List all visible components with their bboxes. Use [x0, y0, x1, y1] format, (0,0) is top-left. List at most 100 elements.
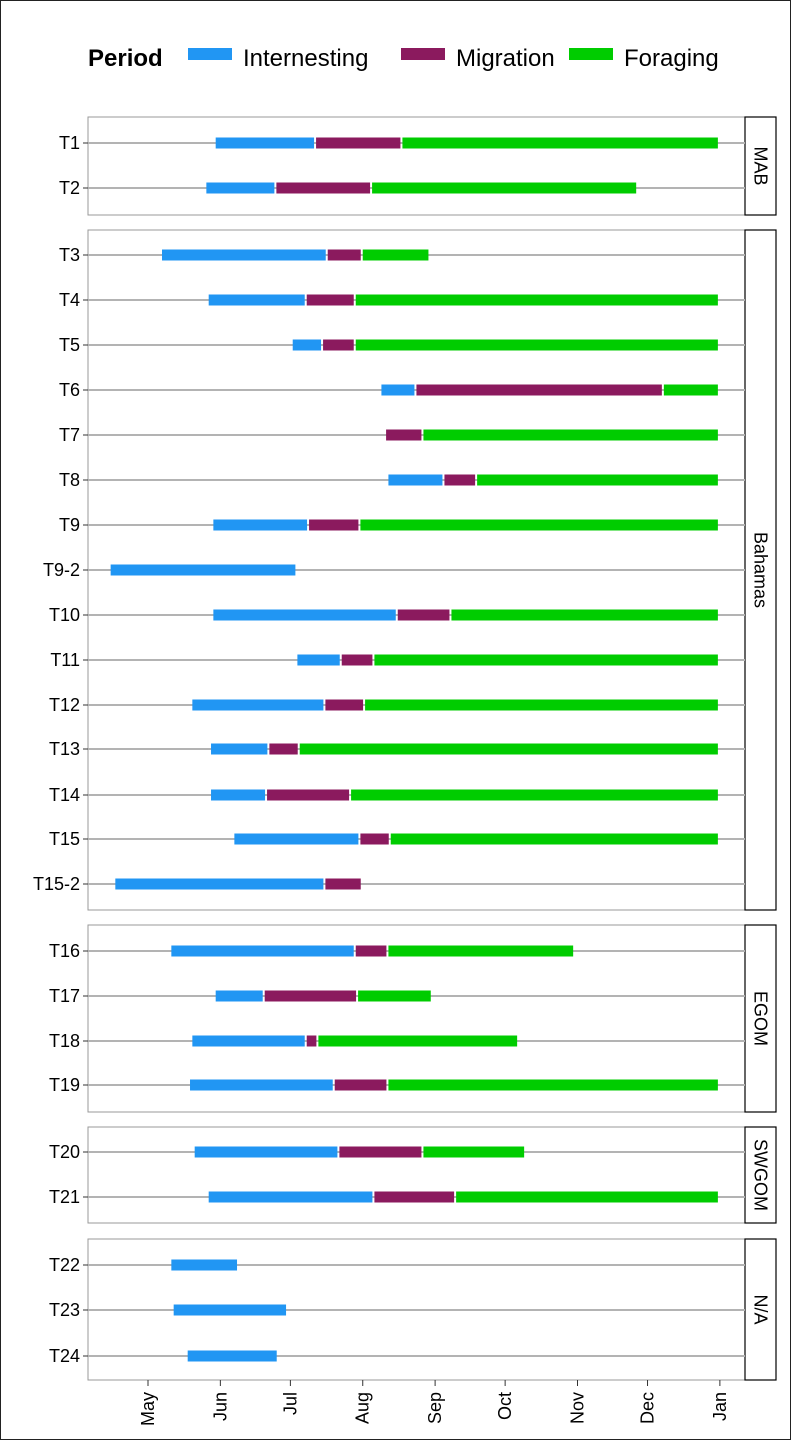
bar-foraging: [355, 294, 718, 306]
bar-foraging: [374, 654, 718, 666]
x-tick-label: Aug: [353, 1392, 373, 1424]
track-t16: T16: [49, 941, 745, 961]
bar-internesting: [213, 519, 308, 531]
facet-bahamas: Bahamas T3 T4 T5 T6 T7 T8 T9 T9-2 T10 T11 T12 T13 T14…: [33, 229, 777, 911]
bar-internesting: [211, 743, 268, 755]
bar-migration: [269, 743, 298, 755]
track-t5: T5: [59, 335, 745, 355]
legend-label-migration: Migration: [456, 45, 555, 72]
bar-migration: [309, 519, 359, 531]
bar-internesting: [110, 564, 296, 576]
legend-key-internesting: [188, 48, 232, 60]
y-tick-label: T19: [49, 1075, 80, 1095]
bar-migration: [306, 294, 354, 306]
bar-internesting: [211, 789, 266, 801]
facet-strip: [744, 924, 777, 1113]
facet-label: EGOM: [751, 991, 771, 1046]
y-tick-label: T4: [59, 290, 80, 310]
track-t3: T3: [59, 245, 745, 265]
y-tick-label: T7: [59, 425, 80, 445]
track-t24: T24: [49, 1346, 745, 1366]
bar-migration: [276, 182, 371, 194]
bar-migration: [325, 699, 364, 711]
y-tick-label: T13: [49, 739, 80, 759]
y-tick-label: T6: [59, 380, 80, 400]
bar-foraging: [390, 833, 718, 845]
bar-internesting: [171, 945, 354, 957]
track-t15-2: T15-2: [33, 874, 745, 894]
bar-internesting: [187, 1350, 277, 1362]
facet-n-a: N/A T22 T23 T24: [49, 1238, 777, 1381]
bar-internesting: [208, 1191, 373, 1203]
track-t18: T18: [49, 1031, 745, 1051]
bar-internesting: [194, 1146, 338, 1158]
bar-migration: [339, 1146, 422, 1158]
y-tick-label: T2: [59, 178, 80, 198]
bar-migration: [374, 1191, 455, 1203]
bar-internesting: [234, 833, 359, 845]
y-tick-label: T16: [49, 941, 80, 961]
facet-panels: MAB T1 T2 Bahamas T3 T4 T5 T6 T7 T8 T9 T9-2 T10 T11 T1…: [33, 116, 777, 1381]
facet-label: MAB: [751, 146, 771, 185]
bar-foraging: [423, 429, 718, 441]
track-t10: T10: [49, 605, 745, 625]
x-tick-label: Jul: [280, 1392, 300, 1415]
track-t13: T13: [49, 739, 745, 759]
x-tick-label: Dec: [638, 1392, 658, 1424]
bar-foraging: [318, 1035, 518, 1047]
track-t20: T20: [49, 1142, 745, 1162]
bar-foraging: [360, 519, 718, 531]
bar-internesting: [388, 474, 443, 486]
track-t21: T21: [49, 1187, 745, 1207]
y-tick-label: T3: [59, 245, 80, 265]
bar-foraging: [362, 249, 429, 261]
x-axis: May Jun Jul Aug Sep Oct Nov Dec Jan: [138, 1380, 730, 1426]
y-tick-label: T17: [49, 986, 80, 1006]
bar-internesting: [206, 182, 275, 194]
y-tick-label: T1: [59, 133, 80, 153]
y-tick-label: T14: [49, 785, 80, 805]
legend-label-foraging: Foraging: [624, 45, 719, 72]
bar-migration: [267, 789, 350, 801]
bar-migration: [325, 878, 361, 890]
x-tick-label: Sep: [425, 1392, 445, 1424]
track-t6: T6: [59, 380, 745, 400]
legend-key-migration: [401, 48, 445, 60]
bar-internesting: [173, 1304, 287, 1316]
legend-label-internesting: Internesting: [243, 45, 368, 72]
bar-internesting: [192, 699, 324, 711]
track-t15: T15: [49, 829, 745, 849]
track-t23: T23: [49, 1300, 745, 1320]
x-tick-label: Oct: [495, 1392, 515, 1420]
y-tick-label: T20: [49, 1142, 80, 1162]
track-t8: T8: [59, 470, 745, 490]
bar-foraging: [663, 384, 718, 396]
track-t12: T12: [49, 695, 745, 715]
track-t4: T4: [59, 290, 745, 310]
bar-migration: [386, 429, 422, 441]
bar-foraging: [358, 990, 431, 1002]
bar-migration: [316, 137, 401, 149]
bar-foraging: [402, 137, 718, 149]
legend: Period Internesting Migration Foraging: [88, 45, 719, 72]
bar-foraging: [388, 945, 574, 957]
bar-migration: [444, 474, 476, 486]
x-tick-label: Nov: [567, 1392, 587, 1424]
bar-migration: [327, 249, 361, 261]
facet-strip: [744, 116, 777, 216]
panel-border: [87, 116, 746, 216]
legend-key-foraging: [569, 48, 613, 60]
bar-foraging: [456, 1191, 718, 1203]
x-tick-label: May: [138, 1392, 158, 1426]
track-t11: T11: [50, 650, 745, 670]
y-tick-label: T18: [49, 1031, 80, 1051]
track-t17: T17: [49, 986, 745, 1006]
bar-migration: [341, 654, 373, 666]
bar-migration: [306, 1035, 317, 1047]
bar-internesting: [208, 294, 305, 306]
bar-foraging: [477, 474, 718, 486]
bar-internesting: [115, 878, 324, 890]
y-tick-label: T10: [49, 605, 80, 625]
y-tick-label: T5: [59, 335, 80, 355]
bar-internesting: [190, 1079, 333, 1091]
